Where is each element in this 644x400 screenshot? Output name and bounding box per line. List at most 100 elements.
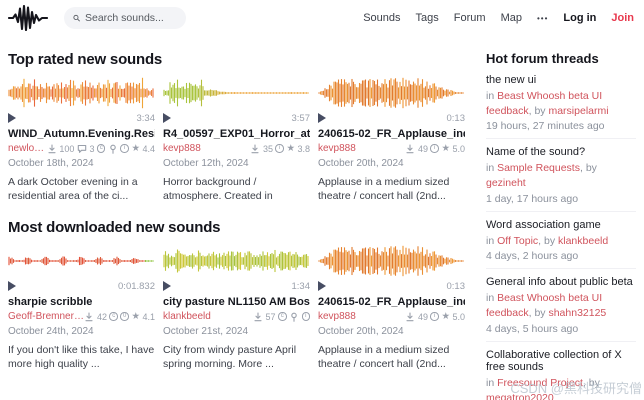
thread-time: 4 days, 5 hours ago [486,322,579,335]
sound-title[interactable]: WIND_Autumn.Evening.Resident... [8,128,155,140]
info-license-icon: i [275,144,284,153]
waveform[interactable] [163,75,310,111]
thread-list: the new ui in Beast Whoosh beta UI feedb… [486,67,636,400]
sound-title[interactable]: sharpie scribble [8,296,93,308]
freesound-logo[interactable] [8,4,50,32]
thread-title[interactable]: Name of the sound? [486,146,586,159]
forum-sidebar: Hot forum threads the new ui in Beast Wh… [486,36,636,400]
nav-tags[interactable]: Tags [415,12,439,24]
player-controls: 3:57 [163,112,310,124]
waveform[interactable] [163,243,310,279]
zero-license-icon: 0 [120,312,129,321]
thread-meta-by: , by [579,162,597,175]
downloads-count: 100 [59,143,75,154]
player-controls: 3:34 [8,112,155,124]
thread-author[interactable]: marsipelarmi [548,104,609,117]
play-button[interactable] [318,281,326,291]
thread-title[interactable]: General info about public beta [486,276,633,289]
thread-author[interactable]: shahn32125 [548,307,607,320]
sound-description: A dark October evening in a residential … [8,176,138,202]
sound-stats-row: kevp888 49 i ★ 5.0 [318,311,465,322]
search-bar[interactable] [64,7,186,29]
upload-date: October 24th, 2024 [8,326,94,337]
sound-card: 3:34 WIND_Autumn.Evening.Resident... new… [8,75,155,204]
forum-thread: Collaborative collection of X free sound… [486,342,636,400]
sound-author[interactable]: kevp888 [318,143,356,154]
nav-map[interactable]: Map [500,12,522,24]
waveform[interactable] [318,75,465,111]
thread-author[interactable]: megatron2020 [486,391,554,400]
thread-meta-by: , by [528,104,549,117]
rating-value: 3.8 [297,143,310,154]
login-link[interactable]: Log in [563,12,597,24]
star-icon: ★ [131,142,140,154]
sound-title[interactable]: R4_00597_EXP01_Horror_atmo... [163,128,310,140]
download-icon [251,143,259,153]
thread-forum-link[interactable]: Sample Requests [497,162,580,175]
thread-title[interactable]: Word association game [486,218,601,231]
play-button[interactable] [318,113,326,123]
upload-date: October 20th, 2024 [318,326,404,337]
geotag-icon [110,144,116,154]
sound-card-grid: 3:34 WIND_Autumn.Evening.Resident... new… [8,75,478,204]
sound-title[interactable]: 240615-02_FR_Applause_indoor [318,128,465,140]
geotag-icon [291,312,297,322]
download-icon [48,143,56,153]
thread-author[interactable]: gezineht [486,177,526,190]
thread-forum-link[interactable]: Beast Whoosh beta UI feedback [486,292,603,320]
forum-thread: General info about public beta in Beast … [486,269,636,342]
section-top-rated: Top rated new sounds 3:34 WIND_Autumn.Ev… [8,51,478,204]
join-link[interactable]: Join [611,12,634,24]
thread-forum-link[interactable]: Beast Whoosh beta UI feedback [486,90,603,117]
star-icon: ★ [131,310,140,322]
search-input[interactable] [85,12,177,24]
waveform[interactable] [8,243,155,279]
thread-meta: in Beast Whoosh beta UI feedback, by mar… [486,89,636,118]
thread-title[interactable]: the new ui [486,74,537,86]
play-button[interactable] [163,281,171,291]
sound-title[interactable]: city pasture NL1150 AM Bossche ... [163,296,310,308]
sound-author[interactable]: klankbeeld [163,311,211,322]
sound-title[interactable]: 240615-02_FR_Applause_indoor [318,296,465,308]
thread-meta-in: in [486,376,498,389]
thread-forum-link[interactable]: Off Topic [497,234,539,247]
play-button[interactable] [8,113,16,123]
player-controls: 1:34 [163,280,310,292]
sound-author[interactable]: Geoff-Bremner-Au... [8,311,84,322]
waveform-logo-icon [8,5,48,31]
thread-meta-by: , by [538,234,558,247]
search-icon [73,14,80,22]
nav-more-icon[interactable]: ••• [536,13,549,23]
upload-date: October 20th, 2024 [318,158,404,169]
sound-stats: 49 i ★ 5.0 [405,312,465,322]
downloads-count: 42 [96,311,107,322]
download-icon [85,311,93,321]
thread-author[interactable]: klankbeeld [558,234,609,247]
sound-card: 3:57 R4_00597_EXP01_Horror_atmo... kevp8… [163,75,310,204]
sound-author[interactable]: kevp888 [318,311,356,322]
sound-author[interactable]: newlocknew [8,143,47,154]
upload-date: October 18th, 2024 [8,158,94,169]
thread-forum-link[interactable]: Freesound Project [497,376,583,389]
sound-card-grid: 0:01.832 sharpie scribble Geoff-Bremner-… [8,243,478,372]
nav-sounds[interactable]: Sounds [363,12,401,24]
waveform[interactable] [8,75,155,111]
nav-forum[interactable]: Forum [453,12,486,24]
download-icon [406,143,414,153]
sound-description: Applause in a medium sized theatre / con… [318,176,450,202]
comment-icon [77,144,87,153]
info-license-icon: i [301,312,310,321]
sound-author[interactable]: kevp888 [163,143,201,154]
section-most-downloaded: Most downloaded new sounds 0:01.832 shar… [8,219,478,372]
waveform[interactable] [318,243,465,279]
header: Sounds Tags Forum Map ••• Log in Join [0,0,644,36]
play-button[interactable] [163,113,171,123]
downloads-count: 49 [417,311,428,322]
star-icon: ★ [441,310,450,322]
sound-stats: 57 c i [253,312,310,322]
duration-label: 0:13 [446,280,466,292]
thread-title[interactable]: Collaborative collection of X free sound… [486,348,622,373]
sound-stats-row: newlocknew 100 3c i★4.4 [8,143,155,154]
play-button[interactable] [8,281,16,291]
